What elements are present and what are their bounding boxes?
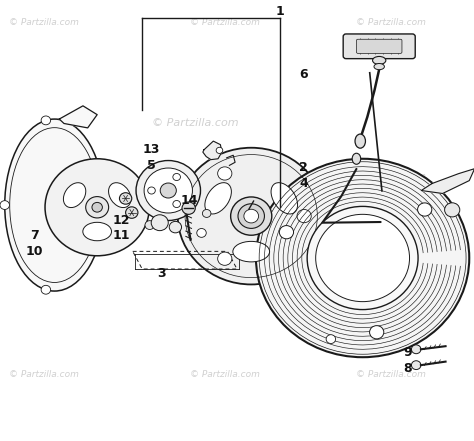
Circle shape	[256, 159, 469, 357]
Ellipse shape	[205, 183, 231, 214]
Ellipse shape	[5, 119, 104, 291]
Circle shape	[92, 202, 102, 212]
Circle shape	[218, 252, 232, 265]
Circle shape	[97, 171, 106, 180]
Circle shape	[326, 335, 336, 344]
Text: 7: 7	[30, 229, 38, 243]
Circle shape	[238, 204, 264, 228]
Circle shape	[182, 202, 195, 214]
Circle shape	[411, 345, 421, 354]
Text: 14: 14	[181, 194, 198, 207]
Circle shape	[202, 209, 211, 217]
Ellipse shape	[355, 134, 365, 148]
Ellipse shape	[271, 183, 298, 214]
Text: © Partzilla.com: © Partzilla.com	[190, 18, 259, 26]
Text: 13: 13	[143, 143, 160, 157]
Ellipse shape	[373, 56, 386, 64]
Circle shape	[41, 116, 51, 125]
Circle shape	[119, 193, 132, 204]
Ellipse shape	[83, 222, 111, 241]
Circle shape	[145, 185, 155, 194]
Text: © Partzilla.com: © Partzilla.com	[9, 18, 79, 26]
Text: © Partzilla.com: © Partzilla.com	[190, 172, 259, 181]
Text: 10: 10	[26, 245, 43, 258]
Polygon shape	[203, 141, 222, 160]
Circle shape	[173, 173, 181, 180]
Circle shape	[197, 228, 206, 237]
Ellipse shape	[109, 183, 131, 208]
Ellipse shape	[374, 64, 384, 70]
Text: © Partzilla.com: © Partzilla.com	[356, 18, 425, 26]
Text: 2: 2	[299, 161, 308, 174]
Circle shape	[145, 220, 155, 229]
Circle shape	[279, 226, 293, 239]
Text: 12: 12	[112, 214, 129, 227]
Text: © Partzilla.com: © Partzilla.com	[356, 172, 425, 181]
Circle shape	[151, 215, 168, 231]
Circle shape	[370, 325, 384, 339]
Circle shape	[418, 203, 432, 216]
Circle shape	[218, 167, 232, 180]
Circle shape	[216, 147, 223, 153]
Circle shape	[136, 161, 201, 220]
Text: © Partzilla.com: © Partzilla.com	[9, 370, 79, 379]
Circle shape	[86, 197, 109, 218]
Circle shape	[244, 209, 259, 223]
Circle shape	[231, 197, 272, 235]
Text: 6: 6	[299, 68, 308, 82]
Text: © Partzilla.com: © Partzilla.com	[356, 370, 425, 379]
Circle shape	[126, 207, 138, 218]
FancyBboxPatch shape	[343, 34, 415, 59]
Text: 11: 11	[112, 229, 129, 243]
Circle shape	[41, 285, 51, 294]
Circle shape	[45, 159, 149, 256]
Ellipse shape	[352, 153, 361, 164]
Text: 3: 3	[157, 267, 165, 280]
Circle shape	[148, 187, 155, 194]
Polygon shape	[421, 168, 474, 194]
Text: © Partzilla.com: © Partzilla.com	[9, 172, 79, 181]
Text: © Partzilla.com: © Partzilla.com	[152, 119, 238, 128]
Circle shape	[178, 148, 325, 284]
Text: 1: 1	[275, 4, 284, 18]
Text: 5: 5	[147, 159, 156, 172]
Ellipse shape	[233, 241, 270, 262]
Text: 9: 9	[403, 346, 412, 359]
Circle shape	[0, 201, 9, 209]
Circle shape	[297, 209, 311, 223]
Circle shape	[160, 183, 176, 198]
FancyBboxPatch shape	[356, 39, 402, 53]
Ellipse shape	[64, 183, 86, 208]
Circle shape	[411, 361, 421, 370]
Circle shape	[307, 206, 418, 310]
Circle shape	[144, 168, 192, 213]
Circle shape	[445, 203, 460, 217]
Circle shape	[148, 203, 158, 212]
Text: © Partzilla.com: © Partzilla.com	[190, 370, 259, 379]
Circle shape	[173, 201, 181, 208]
Text: 8: 8	[403, 362, 412, 375]
Text: 4: 4	[299, 176, 308, 190]
Polygon shape	[59, 106, 97, 128]
Circle shape	[169, 221, 182, 233]
Circle shape	[316, 214, 410, 302]
